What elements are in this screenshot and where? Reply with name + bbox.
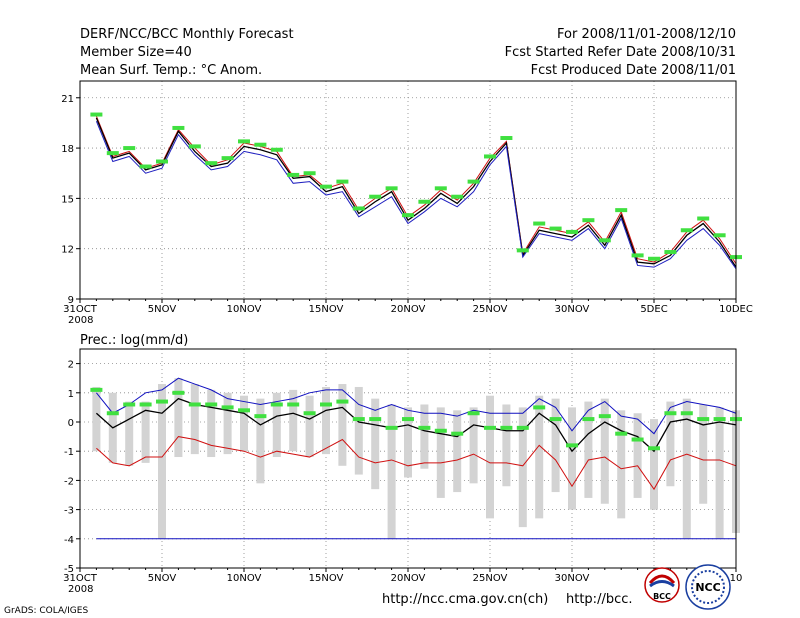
temp-series-upper [95,116,737,265]
temp-xtick-label-8: 10DEC [719,304,753,315]
temp-ytick-label-4: 21 [61,94,74,105]
header-right-line-3: Fcst Produced Date 2008/11/01 [531,63,736,78]
header: DERF/NCC/BCC Monthly Forecast Member Siz… [80,27,736,78]
temp-xtick-label-4: 20NOV [391,304,426,315]
prec-range-bar-28 [551,398,560,493]
bcc-logo-text: BCC [653,592,671,601]
prec-series-lower [96,436,737,491]
prec-range-bar-25 [502,404,511,487]
prec-range-bar-10 [256,398,265,484]
prec-range-bar-15 [338,384,347,466]
prec-ytick-label-1: -4 [64,535,74,546]
temp-ytick-label-2: 15 [61,194,74,205]
temp-series-lower [95,121,737,270]
url-bcc[interactable]: http://bcc. [566,592,633,607]
prec-range-bar-34 [650,419,658,510]
prec-xtick-label-2: 10NOV [227,573,262,584]
prec-ytick-label-6: 1 [68,389,74,400]
temperature-panel: 9 12 15 18 21 31OCT 5NOV 10NOV 15NOV 20NOV 25NOV 30… [61,80,753,326]
temp-xtick-label-6: 30NOV [555,304,590,315]
prec-range-bar-18 [387,404,396,539]
grads-credit: GrADS: COLA/IGES [4,606,88,616]
prec-xtick-label-4: 20NOV [391,573,426,584]
bcc-logo-arc-red [648,574,676,585]
prec-range-bar-8 [223,392,232,455]
prec-year-label: 2008 [68,584,93,595]
prec-range-bar-2 [125,401,134,466]
prec-range-bar-19 [404,407,412,478]
prec-range-bar-38 [715,407,724,539]
prec-range-bar-21 [436,407,445,498]
prec-range-bar-7 [207,389,216,458]
header-left-line-1: DERF/NCC/BCC Monthly Forecast [80,27,294,42]
header-left-line-3: Mean Surf. Temp.: °C Anom. [80,63,262,78]
prec-series-upper [96,377,737,435]
prec-range-bar-22 [453,410,462,493]
header-right-line-2: Fcst Started Refer Date 2008/10/31 [505,45,736,60]
ncc-logo-text: NCC [695,581,720,594]
temp-ytick-label-1: 12 [61,245,74,256]
url-ncc[interactable]: http://ncc.cma.gov.cn(ch) [382,592,548,607]
prec-panel-title: Prec.: log(mm/d) [80,333,188,348]
temp-year-label: 2008 [68,315,93,326]
prec-range-bar-17 [371,398,380,490]
temp-xtick-label-2: 10NOV [227,304,262,315]
prec-range-bar-0 [92,386,101,452]
prec-range-bar-13 [305,395,314,458]
prec-range-bar-35 [666,401,675,487]
prec-range-bar-27 [535,395,544,519]
prec-range-bar-30 [584,401,593,498]
ncc-logo-inner-ring [691,570,725,604]
bcc-logo: BCC [644,567,680,603]
prec-range-bar-16 [354,386,363,475]
temp-ytick-label-3: 18 [61,144,74,155]
prec-xtick-label-1: 5NOV [148,573,177,584]
prec-range-bar-32 [617,410,626,519]
prec-range-bar-24 [486,395,494,519]
prec-xtick-label-3: 15NOV [309,573,344,584]
prec-xtick-label-5: 25NOV [473,573,508,584]
prec-ytick-label-0: -5 [64,564,74,575]
prec-range-bar-14 [322,386,330,455]
prec-xtick-label-8: 10 [730,573,743,584]
prec-range-bar-9 [240,395,248,452]
prec-range-bar-5 [174,378,183,458]
bcc-logo-arc-blue [649,580,675,588]
prec-range-bar-3 [141,401,150,463]
prec-range-bar-20 [420,404,429,469]
temp-xtick-label-5: 25NOV [473,304,508,315]
prec-ytick-label-3: -2 [64,476,74,487]
temp-xtick-label-7: 5DEC [640,304,667,315]
temp-xtick-label-3: 15NOV [309,304,344,315]
precipitation-panel: -5 -4 -3 -2 -1 0 1 2 31OCT 5NOV 10NOV 15NOV 20NOV 25N… [63,348,743,595]
temp-xtick-label-0: 31OCT [63,304,98,315]
prec-range-bar-23 [469,407,478,484]
temp-series-mean [95,117,737,268]
prec-range-bar-37 [699,404,708,504]
prec-ytick-label-5: 0 [68,418,74,429]
prec-xtick-label-6: 30NOV [555,573,590,584]
temp-xtick-label-1: 5NOV [148,304,177,315]
prec-ytick-label-2: -3 [64,506,74,517]
prec-series-mean [95,397,737,453]
prec-range-bar-6 [190,384,199,455]
prec-range-bar-26 [518,407,527,528]
header-right-line-1: For 2008/11/01-2008/12/10 [557,27,736,42]
prec-range-bar-29 [568,407,576,510]
prec-ytick-label-7: 2 [68,360,74,371]
prec-range-bar-4 [158,384,166,539]
ncc-logo: NCC [685,564,731,610]
prec-xtick-label-0: 31OCT [63,573,98,584]
prec-range-bar-36 [682,398,691,539]
prec-range-bar-11 [272,392,281,458]
header-left-line-2: Member Size=40 [80,45,192,60]
temp-ytick-label-0: 9 [68,295,74,306]
bcc-logo-ring [644,567,680,603]
prec-range-bar-33 [633,413,642,498]
prec-range-bar-12 [289,389,298,452]
prec-range-bar-31 [600,398,609,504]
prec-ytick-label-4: -1 [64,447,74,458]
